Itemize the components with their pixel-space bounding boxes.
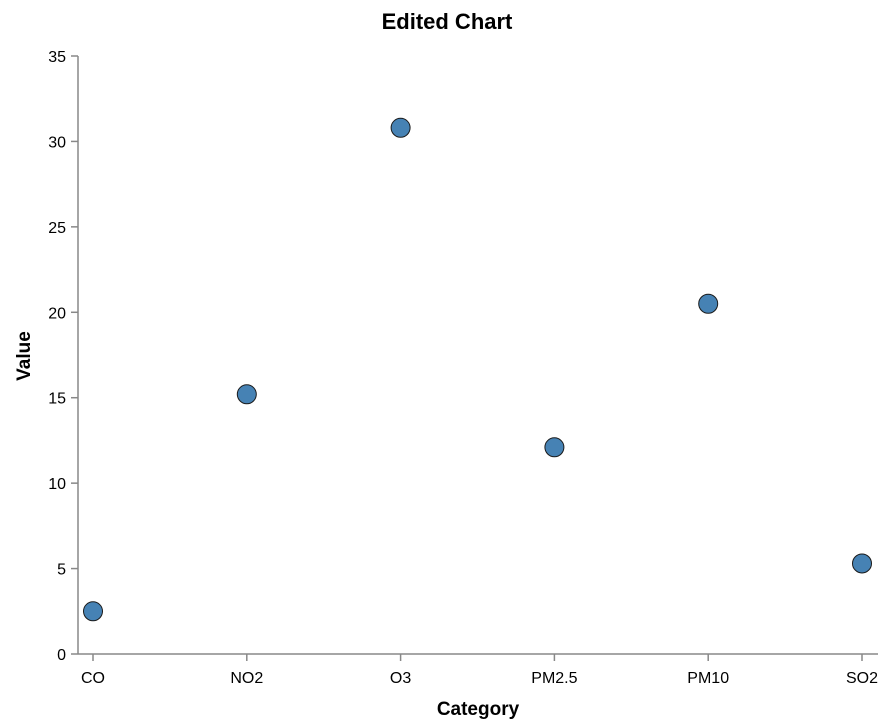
x-tick-label: CO xyxy=(81,670,105,687)
data-point xyxy=(544,437,565,458)
y-tick-label: 20 xyxy=(48,305,66,322)
x-tick-label: SO2 xyxy=(846,670,878,687)
y-tick-label: 30 xyxy=(48,134,66,151)
data-point xyxy=(698,293,719,314)
x-tick-label: O3 xyxy=(390,670,411,687)
y-tick-label: 10 xyxy=(48,476,66,493)
y-axis: 0 5 10 15 20 25 30 35 xyxy=(48,49,79,664)
x-tick-label: PM10 xyxy=(687,670,729,687)
data-point xyxy=(236,384,257,405)
chart-title: Edited Chart xyxy=(382,9,513,34)
data-points xyxy=(83,117,872,622)
data-point xyxy=(852,553,872,574)
y-tick-label: 0 xyxy=(57,647,66,664)
y-tick-label: 25 xyxy=(48,220,66,237)
x-tick-label: NO2 xyxy=(230,670,263,687)
y-tick-label: 35 xyxy=(48,49,66,66)
y-tick-label: 15 xyxy=(48,391,66,408)
x-tick-label: PM2.5 xyxy=(531,670,577,687)
x-axis: CO NO2 O3 PM2.5 PM10 SO2 xyxy=(78,653,878,687)
data-point xyxy=(390,117,411,138)
data-point xyxy=(83,601,103,622)
x-axis-title: Category xyxy=(437,699,520,720)
y-tick-label: 5 xyxy=(57,562,66,579)
y-axis-title: Value xyxy=(14,331,35,381)
